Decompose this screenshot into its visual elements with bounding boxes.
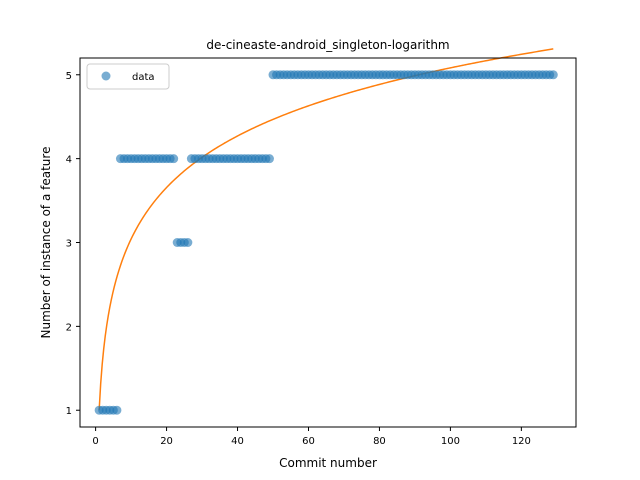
y-tick-label: 1 xyxy=(66,406,72,417)
x-tick-label: 0 xyxy=(92,436,98,447)
data-points-layer xyxy=(94,70,558,415)
data-point xyxy=(548,70,558,80)
data-point xyxy=(169,154,179,164)
x-tick-label: 100 xyxy=(441,436,460,447)
y-tick-label: 4 xyxy=(66,155,72,166)
x-tick-label: 20 xyxy=(160,436,173,447)
legend: data xyxy=(86,63,170,90)
plot-area xyxy=(79,48,577,428)
x-tick-label: 60 xyxy=(302,436,315,447)
y-tick-label: 2 xyxy=(66,322,72,333)
x-tick-label: 120 xyxy=(512,436,531,447)
chart-title: de-cineaste-android_singleton-logarithm xyxy=(206,38,449,52)
x-tick-label: 40 xyxy=(231,436,244,447)
fit-line xyxy=(98,48,554,411)
data-point xyxy=(112,405,122,415)
legend-label: data xyxy=(132,72,155,83)
x-axis: 0 20 40 60 80 100 120 xyxy=(92,427,531,447)
x-axis-title: Commit number xyxy=(279,456,377,470)
y-tick-label: 5 xyxy=(66,71,72,82)
data-point xyxy=(264,154,274,164)
y-axis: 1 2 3 4 5 xyxy=(66,71,80,417)
y-tick-label: 3 xyxy=(66,239,72,250)
legend-marker xyxy=(101,71,111,81)
y-axis-title: Number of instance of a feature xyxy=(39,147,53,339)
fit-line-layer xyxy=(98,48,554,411)
data-point xyxy=(183,238,193,247)
legend-box xyxy=(86,63,170,90)
x-tick-label: 80 xyxy=(373,436,386,447)
